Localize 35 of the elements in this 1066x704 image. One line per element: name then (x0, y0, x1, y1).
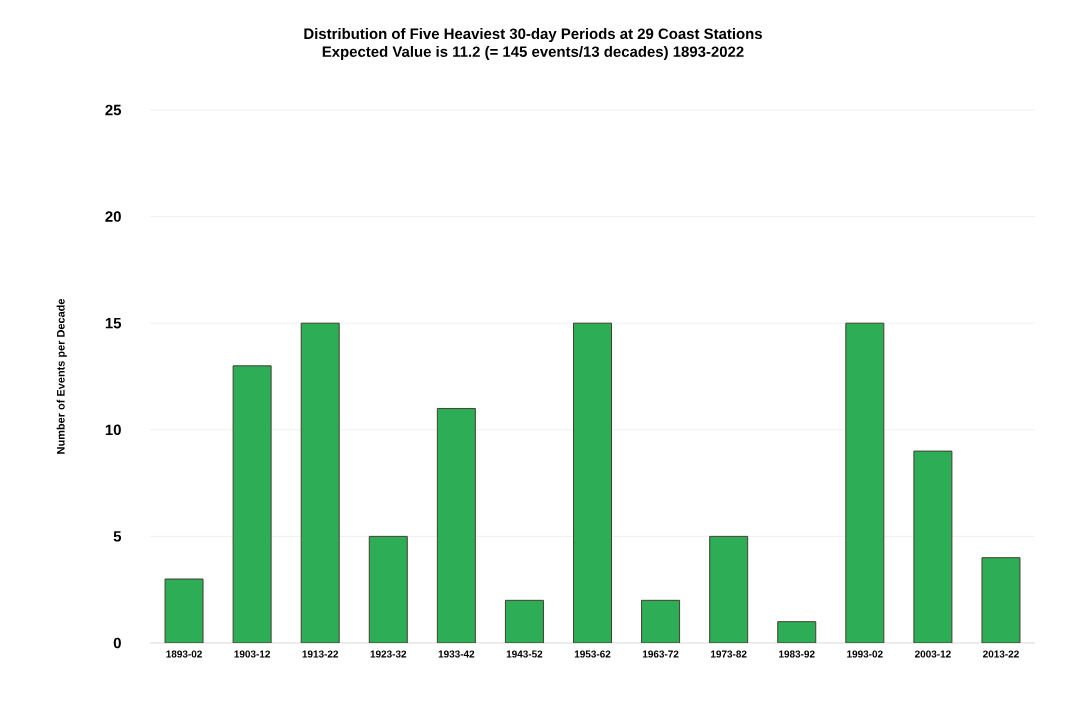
x-tick-label: 1983-92 (779, 650, 815, 658)
y-tick-label: 0 (113, 637, 121, 649)
bar (845, 322, 885, 643)
chart-title: Distribution of Five Heaviest 30-day Periods at 29 Coast Stations (304, 28, 762, 42)
x-tick-label: 1963-72 (642, 650, 679, 658)
x-tick-label: 1953-62 (574, 650, 611, 658)
y-axis-title: Number of Events per Decade (56, 298, 67, 454)
bar (777, 621, 817, 643)
bar (300, 322, 340, 643)
x-tick-label: 2003-12 (914, 650, 951, 658)
x-tick-label: 2013-22 (983, 650, 1019, 658)
x-tick-label: 1973-82 (711, 650, 747, 658)
bar (981, 557, 1021, 643)
x-tick-label: 1903-12 (234, 650, 270, 658)
x-tick-label: 1893-02 (166, 650, 202, 658)
y-tick-label: 5 (113, 531, 122, 542)
bar (164, 578, 204, 643)
y-tick-label: 20 (105, 211, 121, 222)
x-tick-label: 1933-42 (438, 650, 475, 658)
bar (573, 322, 613, 643)
bar (436, 407, 476, 643)
y-tick-label: 10 (105, 424, 121, 436)
x-tick-label: 1923-32 (370, 650, 407, 658)
y-tick-label: 15 (105, 317, 122, 329)
x-tick-label: 1913-22 (302, 650, 339, 658)
bar (504, 599, 544, 643)
chart-subtitle: Expected Value is 11.2 (= 145 events/13 decades) 1893-2022 (322, 45, 744, 60)
bar (232, 365, 272, 643)
x-tick-label: 1943-52 (506, 650, 543, 658)
bar (913, 450, 953, 643)
bar (641, 599, 681, 643)
bar (368, 535, 408, 643)
x-tick-label: 1993-02 (847, 650, 883, 658)
bar (709, 535, 749, 643)
y-tick-label: 25 (105, 104, 122, 116)
